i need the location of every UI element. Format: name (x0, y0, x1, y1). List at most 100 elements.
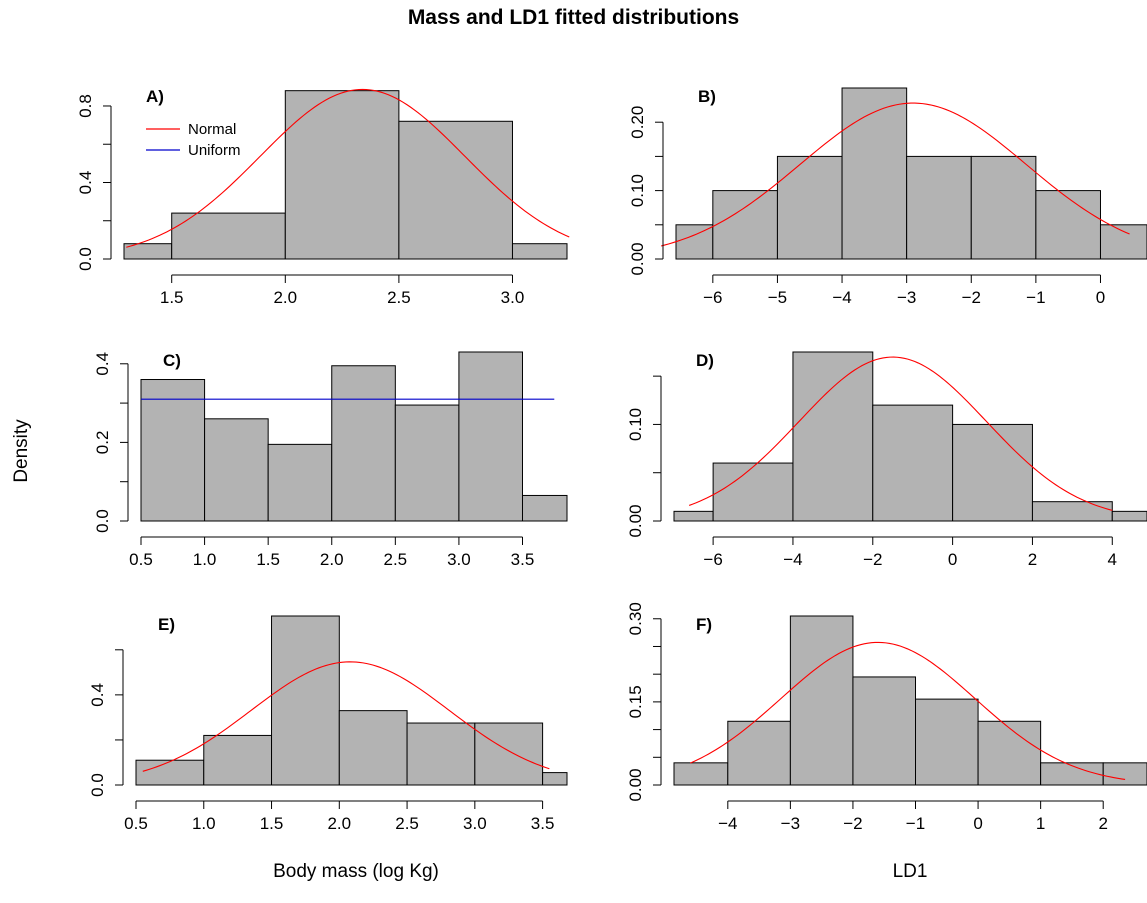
histogram-bar (727, 720, 791, 786)
x-tick-label: 1.5 (256, 550, 280, 569)
normal-fit-line (126, 88, 570, 248)
histogram-bar (712, 462, 794, 522)
x-tick-label: 1 (1036, 814, 1045, 833)
x-tick-label: 3.0 (463, 814, 487, 833)
x-tick-label: 3.0 (501, 288, 525, 307)
y-tick-label: 0.00 (626, 768, 645, 801)
y-tick-label: 0.4 (76, 171, 95, 195)
panel-label: D) (696, 351, 714, 370)
x-tick-label: 2.5 (384, 550, 408, 569)
x-tick-label: −4 (783, 550, 802, 569)
y-tick-label: 0.00 (626, 504, 645, 537)
panel-c: 0.5 1.0 1.5 2.0 2.5 3.0 3.5 0.0 0.2 0.4 C) (93, 351, 568, 569)
x-tick-label: 1.0 (192, 814, 216, 833)
x-tick-label: −2 (863, 550, 882, 569)
histogram-bar (970, 155, 1037, 260)
histogram-bar (271, 615, 340, 786)
histogram-bar (521, 494, 568, 522)
histogram-bar (841, 87, 908, 260)
x-tick-label: 2 (1028, 550, 1037, 569)
histogram-bar (406, 722, 476, 786)
y-tick-label: 0.0 (76, 247, 95, 271)
x-tick-label: 4 (1108, 550, 1117, 569)
histogram-bar (338, 710, 408, 786)
x-tick-label: 3.0 (447, 550, 471, 569)
x-tick-label: −3 (781, 814, 800, 833)
x-tick-label: −4 (832, 288, 851, 307)
normal-fit-line (142, 661, 550, 772)
x-tick-label: 0.5 (129, 550, 153, 569)
histogram-bar (398, 120, 513, 260)
histogram-bar (872, 404, 954, 522)
histogram-bar (977, 720, 1042, 786)
x-tick-label: 3.5 (531, 814, 555, 833)
x-tick-label: 2.5 (395, 814, 419, 833)
histogram-bar (284, 90, 400, 260)
legend-normal-label: Normal (188, 121, 236, 138)
x-tick-label: −6 (703, 288, 722, 307)
y-tick-label: 0.00 (628, 242, 647, 275)
y-tick-label: 0.15 (626, 685, 645, 718)
histogram-bar (952, 423, 1033, 522)
x-tick-label: −5 (768, 288, 787, 307)
histogram-bar (458, 351, 523, 522)
histogram-bar (789, 615, 854, 786)
histogram-bar (394, 404, 460, 522)
y-tick-label: 0.4 (88, 683, 107, 707)
x-tick-label: 1.0 (193, 550, 217, 569)
histogram-bar (203, 734, 273, 786)
x-axis-label-right: LD1 (892, 861, 928, 882)
histogram-bar (673, 510, 714, 522)
panel-label: E) (158, 615, 175, 634)
normal-fit-line (688, 356, 1113, 511)
panel-label: F) (696, 615, 712, 634)
x-tick-label: −2 (843, 814, 862, 833)
x-tick-label: −6 (703, 550, 722, 569)
panel-label: C) (163, 351, 181, 370)
histogram-bar (1102, 762, 1147, 786)
x-tick-label: −1 (906, 814, 925, 833)
histogram-bar (171, 212, 286, 260)
histogram-bar (140, 379, 206, 522)
histogram-bar (906, 155, 972, 260)
panel-a: 1.5 2.0 2.5 3.0 0.0 0.4 0.8 A) Normal Uniform (76, 87, 570, 307)
histogram-bar (1111, 510, 1147, 522)
panel-b: −6 −5 −4 −3 −2 −1 0 0.00 0.10 0.20 B) (628, 87, 1147, 307)
histogram-bar (1035, 190, 1101, 260)
histogram-bar (673, 762, 729, 786)
y-tick-label: 0.4 (93, 352, 112, 376)
histogram-bar (915, 698, 979, 786)
x-tick-label: −1 (1026, 288, 1045, 307)
panel-d: −6 −4 −2 0 2 4 0.00 0.10 D) (626, 351, 1147, 569)
histogram-bar (712, 190, 778, 260)
panel-label: A) (146, 87, 164, 106)
histogram-bar (792, 351, 874, 522)
x-tick-label: −4 (718, 814, 737, 833)
y-tick-label: 0.8 (76, 94, 95, 118)
panel-f: −4 −3 −2 −1 0 1 2 0.00 0.15 0.30 F) (626, 602, 1147, 833)
histogram-bar (474, 722, 544, 786)
y-tick-label: 0.10 (628, 174, 647, 207)
x-tick-label: 3.5 (511, 550, 535, 569)
x-tick-label: 0 (1096, 288, 1105, 307)
x-tick-label: 1.5 (260, 814, 284, 833)
chart-title: Mass and LD1 fitted distributions (407, 6, 740, 29)
panel-label: B) (698, 87, 716, 106)
histogram-bar (511, 243, 568, 260)
y-tick-label: 0.10 (626, 408, 645, 441)
x-tick-label: 0 (973, 814, 982, 833)
x-tick-label: 2 (1098, 814, 1107, 833)
histogram-bar (267, 443, 333, 522)
y-tick-label: 0.2 (93, 431, 112, 455)
histogram-bar (776, 155, 843, 260)
histogram-bar (135, 759, 205, 786)
x-tick-label: 2.5 (387, 288, 411, 307)
legend-uniform-label: Uniform (188, 142, 241, 159)
histogram-bar (542, 772, 568, 786)
x-tick-label: 2.0 (320, 550, 344, 569)
normal-fit-line (690, 641, 1126, 780)
y-tick-label: 0.30 (626, 602, 645, 635)
x-tick-label: 0.5 (124, 814, 148, 833)
x-tick-label: −3 (897, 288, 916, 307)
